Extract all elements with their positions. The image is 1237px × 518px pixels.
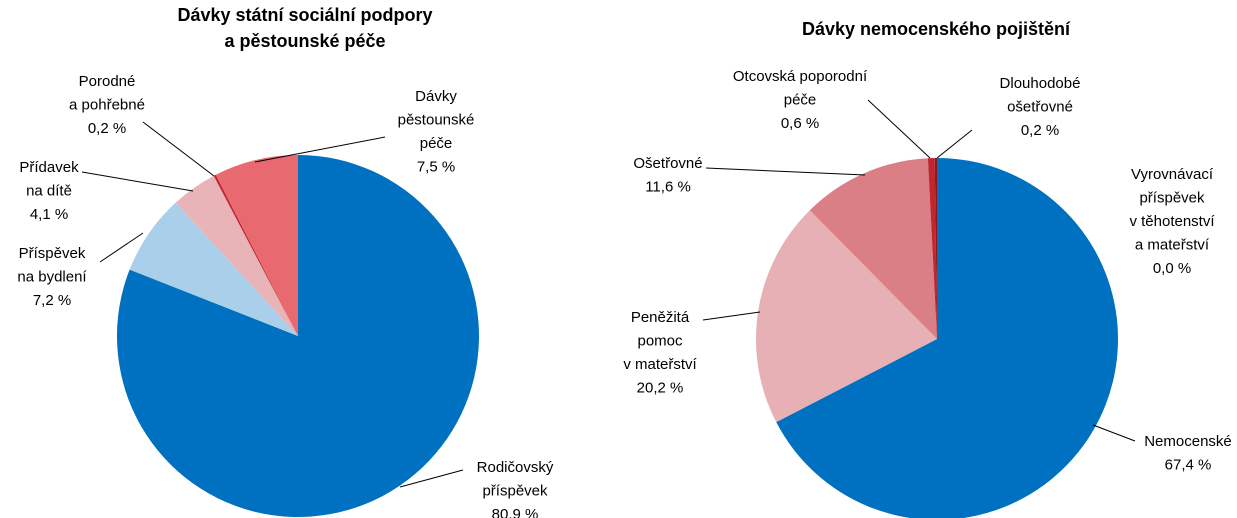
value-label: 0,0 % <box>1153 260 1191 277</box>
leader-line <box>936 129 973 159</box>
leader-line <box>99 232 144 263</box>
value-label: 67,4 % <box>1165 457 1212 474</box>
value-label: 4,1 % <box>30 206 68 223</box>
pie-slice <box>776 158 1118 518</box>
value-label: 7,2 % <box>33 292 71 309</box>
chart-title: Dávky nemocenského pojištění <box>802 19 1071 39</box>
pie-slice <box>215 155 298 336</box>
value-label: 80,9 % <box>492 506 539 518</box>
slice-label: Dávky pěstounské péče <box>398 88 475 152</box>
slice-label: Porodné a pohřebné <box>69 73 145 114</box>
slice-label: Příspěvek na bydlení <box>17 245 87 286</box>
slice-label: Otcovská poporodní péče <box>733 68 868 109</box>
leader-line <box>702 311 761 321</box>
leader-line <box>399 469 464 488</box>
pie-slice <box>129 202 298 336</box>
slice-label: Přídavek na dítě <box>19 159 79 200</box>
leader-line <box>142 121 215 177</box>
slice-label: Nemocenské <box>1144 433 1232 450</box>
slice-label: Vyrovnávací příspěvek v těhotenství a mateř… <box>1129 166 1215 254</box>
chart-title: Dávky státní sociální podpory a pěstounsk… <box>177 5 432 51</box>
pie-slice <box>809 158 937 339</box>
slice-label: Peněžitá pomoc v mateřství <box>623 309 697 373</box>
leader-line <box>867 99 931 159</box>
pie-slice <box>756 210 937 423</box>
pie-slice <box>117 155 480 517</box>
leader-line <box>705 167 866 176</box>
value-label: 7,5 % <box>417 159 455 176</box>
pie-slice <box>175 175 298 336</box>
pie-slice <box>213 174 298 336</box>
slice-label: Rodičovský příspěvek <box>477 459 554 500</box>
value-label: 0,2 % <box>88 120 126 137</box>
leader-line <box>254 136 386 163</box>
pie-slice <box>927 158 937 339</box>
slice-label: Ošetřovné <box>633 155 702 172</box>
value-label: 0,6 % <box>781 115 819 132</box>
value-label: 11,6 % <box>645 179 691 196</box>
value-label: 20,2 % <box>637 380 684 397</box>
pie-slice <box>934 158 937 339</box>
slice-label: Dlouhodobé ošetřovné <box>1000 75 1081 116</box>
value-label: 0,2 % <box>1021 122 1059 139</box>
leader-line <box>1092 424 1136 442</box>
leader-line <box>81 171 194 192</box>
